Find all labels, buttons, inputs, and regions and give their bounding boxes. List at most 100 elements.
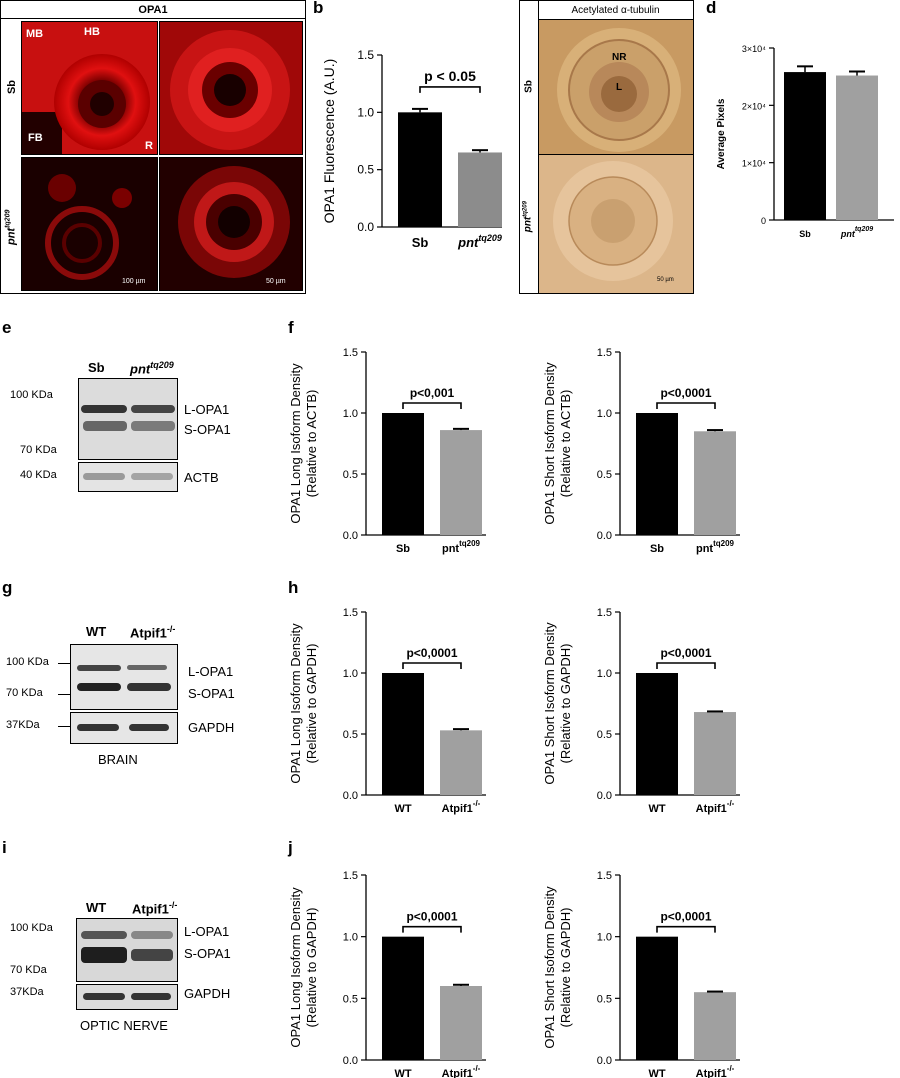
panel-a-figure: OPA1 Sb pnttq209 MB HB FB R [0,0,306,294]
tubulin-image-sb-graphic [539,20,693,154]
x-tick-label: Atpif1-/- [696,1064,735,1078]
tubulin-image-mutant: 50 µm [539,155,693,293]
lane-label-wt: WT [86,900,107,915]
y-tick-label: 0.5 [343,469,358,481]
tissue-label-optic-nerve: OPTIC NERVE [80,1018,168,1033]
significance-label: p<0,001 [410,386,455,400]
y-axis-label: (Relative to GAPDH) [558,908,573,1028]
significance-bracket [402,662,462,669]
bar-wt [636,936,678,1060]
chart-f2: 0.0 0.5 1.0 1.5 OPA1 Short Isoform Density (R… [542,347,740,555]
y-tick-label: 2×10⁴ [742,101,766,111]
blot-actb [78,462,178,492]
y-tick-label: 3×10⁴ [742,44,766,54]
x-tick-label: WT [394,1068,411,1078]
significance-label: p<0,0001 [406,646,457,660]
bar-sb [382,413,424,535]
y-axis-label: OPA1 Long Isoform Density [288,623,303,784]
bar-sb [398,112,442,227]
y-axis-label: OPA1 Short Isoform Density [542,622,557,785]
panel-letter-g: g [2,578,13,597]
opa1-image-mutant-eye-graphic [160,158,302,290]
bar-pnt [836,75,878,220]
mw-40: 40 KDa [20,469,57,481]
band-label-l-opa1: L-OPA1 [184,924,230,939]
y-axis-label: (Relative to GAPDH) [304,908,319,1028]
y-tick-label: 1.5 [597,607,612,619]
x-tick-label: pnttq209 [696,539,735,555]
significance-label: p<0,0001 [660,646,711,660]
y-tick-label: 1.0 [597,932,612,944]
x-tick-label: Atpif1-/- [696,799,735,815]
bar-pnt [440,430,482,535]
chart-h2: 0.0 0.5 1.0 1.5 OPA1 Short Isoform Density (R… [542,607,740,815]
band-label-gapdh: GAPDH [188,720,235,735]
y-tick-label: 0.5 [343,729,358,741]
significance-bracket [656,925,716,933]
y-axis-label: Average Pixels [716,98,727,169]
panel-a-title: OPA1 [138,4,168,16]
panel-letter-e: e [2,318,12,337]
chart-h1: 0.0 0.5 1.0 1.5 OPA1 Long Isoform Density (Re… [288,607,486,815]
panel-letter-h: h [288,578,299,597]
label-hb: HB [84,26,100,38]
significance-label: p<0,0001 [660,910,711,924]
x-tick-label: pnttq209 [840,226,873,239]
y-tick-label: 0.0 [357,220,374,234]
y-axis-label: (Relative to GAPDH) [304,644,319,764]
y-tick-label: 0.0 [597,790,612,802]
y-tick-label: 1.5 [343,870,358,882]
y-tick-label: 0.5 [597,729,612,741]
opa1-image-mutant-head: 100 µm [21,157,158,291]
y-tick-label: 1.5 [597,347,612,359]
panel-e-blot: Sb pnttq209 100 KDa 70 KDa 40 KDa L-OPA1… [0,360,280,500]
x-tick-label: Atpif1-/- [442,1064,481,1078]
label-nr: NR [612,52,627,63]
y-tick-label: 1.5 [357,48,374,62]
panel-i-blot: WT Atpif1-/- 100 KDa 70 KDa 37KDa L-OPA1… [0,898,280,1038]
y-tick-label: 1.5 [343,607,358,619]
blot-opa1-brain [70,644,178,710]
opa1-image-sb-eye-graphic [160,22,302,154]
y-tick-label: 0.5 [597,993,612,1005]
y-axis-label: (Relative to GAPDH) [558,644,573,764]
chart-f1: 0.0 0.5 1.0 1.5 OPA1 Long Isoform Density (Re… [288,347,486,555]
mw-37: 37KDa [6,719,40,731]
label-mb: MB [26,28,44,40]
lane-label-sb: Sb [88,360,105,375]
mw-70: 70 KDa [10,964,47,976]
panel-a-row-label-sb: Sb [6,79,18,95]
chart-j2: 0.0 0.5 1.0 1.5 OPA1 Short Isoform Density (R… [542,870,740,1078]
significance-bracket [656,402,716,409]
lane-label-atpif1: Atpif1-/- [130,624,176,641]
panel-c-row-label-mutant: pnttq209 [522,201,534,233]
blot-gapdh-brain [70,712,178,744]
band-label-l-opa1: L-OPA1 [184,402,230,417]
tissue-label-brain: BRAIN [98,752,138,767]
bar-sb [784,72,826,220]
bar-atpif1 [694,992,736,1060]
y-axis-label: OPA1 Long Isoform Density [288,363,303,524]
y-tick-label: 1.0 [343,932,358,944]
mw-70: 70 KDa [20,444,57,456]
scale-label-100um: 100 µm [122,278,146,285]
tubulin-image-sb: NR L [539,20,693,154]
blot-opa1-optic [76,918,178,982]
significance-label: p<0,0001 [660,386,711,400]
significance-label: p<0,0001 [406,910,457,924]
x-tick-label: Atpif1-/- [442,799,481,815]
mw-37: 37KDa [10,986,44,998]
lane-label-wt: WT [86,624,107,639]
y-axis-label: (Relative to ACTB) [558,390,573,498]
bar-atpif1 [694,712,736,795]
panel-letter-i: i [2,838,7,857]
scale-label-tubulin: 50 µm [657,277,674,283]
y-axis-label: OPA1 Fluorescence (A.U.) [321,59,337,224]
blot-gapdh-optic [76,984,178,1010]
band-label-s-opa1: S-OPA1 [184,946,231,961]
y-tick-label: 1.0 [343,668,358,680]
chart-b: 0.0 0.5 1.0 1.5 OPA1 Fluorescence (A.U.) Sb pn… [321,48,502,250]
y-axis-label: OPA1 Long Isoform Density [288,887,303,1048]
y-tick-label: 1.5 [597,870,612,882]
mw-70: 70 KDa [6,687,43,699]
